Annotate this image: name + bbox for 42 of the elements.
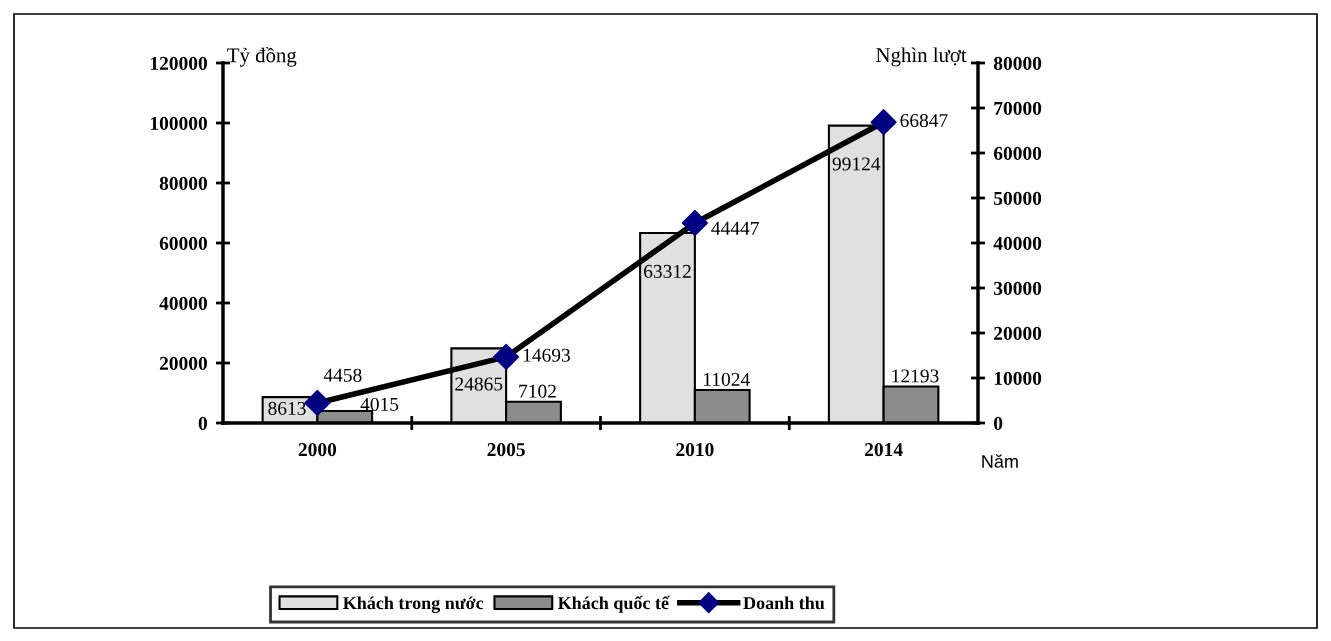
data-label: 4458 — [323, 368, 362, 382]
data-label: 14693 — [523, 348, 570, 362]
y2-tick-label: 80000 — [993, 56, 1042, 70]
data-label: 66847 — [900, 113, 948, 128]
y2-tick-label: 50000 — [994, 191, 1042, 205]
y2-tick-label: 0 — [994, 416, 1003, 430]
data-label: 11024 — [704, 372, 750, 386]
data-label: 24865 — [455, 377, 503, 391]
x-axis-title: Năm — [982, 454, 1018, 468]
data-label: 63312 — [644, 264, 691, 278]
data-label: 99124 — [832, 157, 881, 171]
y-axis-title: Tỷ đồng — [227, 47, 297, 67]
x-tick-label: 2005 — [487, 443, 525, 457]
y-tick-label: 20000 — [159, 356, 207, 370]
point — [870, 109, 897, 136]
y2-tick-label: 30000 — [994, 281, 1042, 295]
data-label: 8613 — [268, 401, 306, 415]
y2-tick-label: 20000 — [994, 326, 1042, 340]
x-tick-label: 2010 — [676, 443, 714, 457]
data-label: 44447 — [711, 221, 759, 235]
y2-axis-title: Nghìn lượt — [876, 47, 967, 67]
legend-label: Khách trong nước — [343, 596, 484, 613]
legend-label: Doanh thu — [743, 596, 825, 610]
x-tick-label: 2000 — [298, 443, 337, 457]
y-tick-label: 100000 — [150, 116, 207, 130]
legend-label: Khách quốc tế — [557, 595, 670, 613]
data-label: 7102 — [519, 384, 556, 398]
y-tick-label: 80000 — [159, 176, 207, 190]
y-tick-label: 60000 — [159, 236, 207, 250]
point — [493, 343, 520, 370]
y2-tick-label: 10000 — [994, 371, 1042, 385]
x-tick-label: 2014 — [865, 443, 903, 457]
y2-tick-label: 70000 — [994, 101, 1042, 115]
data-label: 4015 — [360, 397, 399, 411]
point — [304, 389, 331, 417]
data-label: 12193 — [892, 369, 939, 383]
y2-tick-label: 60000 — [993, 146, 1042, 160]
y-tick-label: 40000 — [159, 296, 207, 310]
y-tick-label: 0 — [198, 416, 207, 430]
point — [681, 209, 708, 237]
y-tick-label: 120000 — [150, 56, 207, 70]
y2-tick-label: 40000 — [993, 236, 1042, 250]
